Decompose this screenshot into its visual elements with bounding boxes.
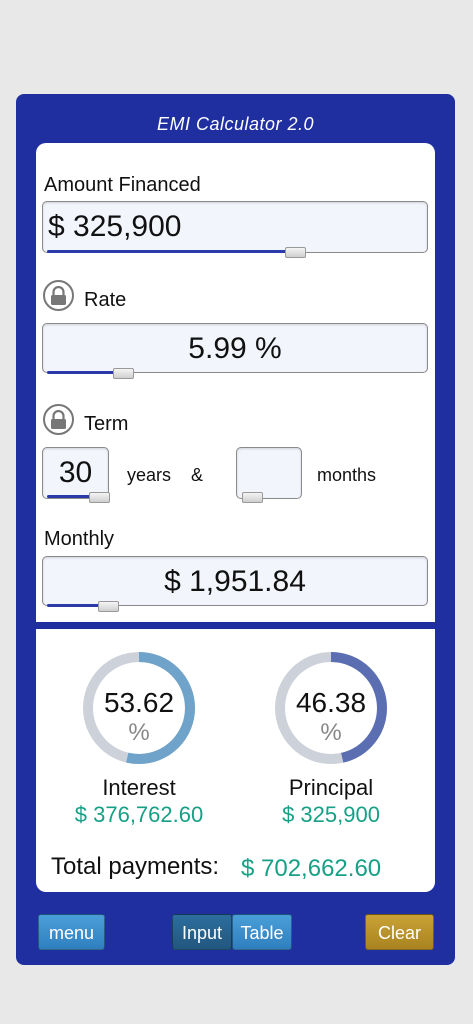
principal-donut-arc [275,652,387,764]
principal-percent: 46.38 [295,687,367,718]
rate-slider-fill [47,371,122,374]
ampersand-text: & [191,465,204,485]
clear-button[interactable]: Clear [365,914,434,950]
years-label: years [127,465,172,485]
monthly-slider-thumb[interactable] [98,601,119,612]
monthly-field[interactable]: $ 1,951.84 [42,556,428,606]
monthly-slider-fill [47,604,112,607]
amount-label: Amount Financed [44,174,201,196]
interest-label: Interest [102,775,176,800]
term-lock-button[interactable] [43,404,74,435]
rate-slider-thumb[interactable] [113,368,134,379]
menu-button[interactable]: menu [38,914,105,950]
interest-donut-arc [83,652,195,764]
results-panel: 53.62 % Interest $ 376,762.60 46.38 % Pr… [36,629,435,892]
monthly-label: Monthly [44,528,115,550]
calculator-app: EMI Calculator 2.0 Amount Financed $ 325… [16,94,455,965]
months-label: months [317,465,377,485]
rate-field[interactable]: 5.99 % [42,323,428,373]
table-tab-button[interactable]: Table [232,914,292,950]
rate-lock-button[interactable] [43,280,74,311]
total-payments-label: Total payments: [51,853,220,880]
rate-label: Rate [84,289,127,311]
lock-icon [51,410,66,429]
interest-amount: $ 376,762.60 [74,802,204,827]
lock-icon [51,286,66,305]
interest-percent-sign: % [128,719,150,746]
term-label: Term [84,413,129,435]
app-title: EMI Calculator 2.0 [156,114,315,134]
total-payments-value: $ 702,662.60 [241,855,382,882]
interest-percent: 53.62 [103,687,175,718]
years-slider-fill [47,495,102,498]
principal-donut-chart [275,652,387,764]
term-months-field[interactable] [236,447,302,499]
amount-field[interactable]: $ 325,900 [42,201,428,253]
interest-donut-chart [83,652,195,764]
amount-slider-thumb[interactable] [285,247,306,258]
principal-percent-sign: % [320,719,342,746]
term-years-field[interactable]: 30 [42,447,109,499]
input-panel: Amount Financed $ 325,900 Rate 5.99 % Te… [36,143,435,622]
years-slider-thumb[interactable] [89,492,110,503]
months-slider-thumb[interactable] [242,492,263,503]
principal-amount: $ 325,900 [282,802,380,827]
amount-slider-fill [47,250,297,253]
principal-label: Principal [288,775,374,800]
input-tab-button[interactable]: Input [172,914,232,950]
